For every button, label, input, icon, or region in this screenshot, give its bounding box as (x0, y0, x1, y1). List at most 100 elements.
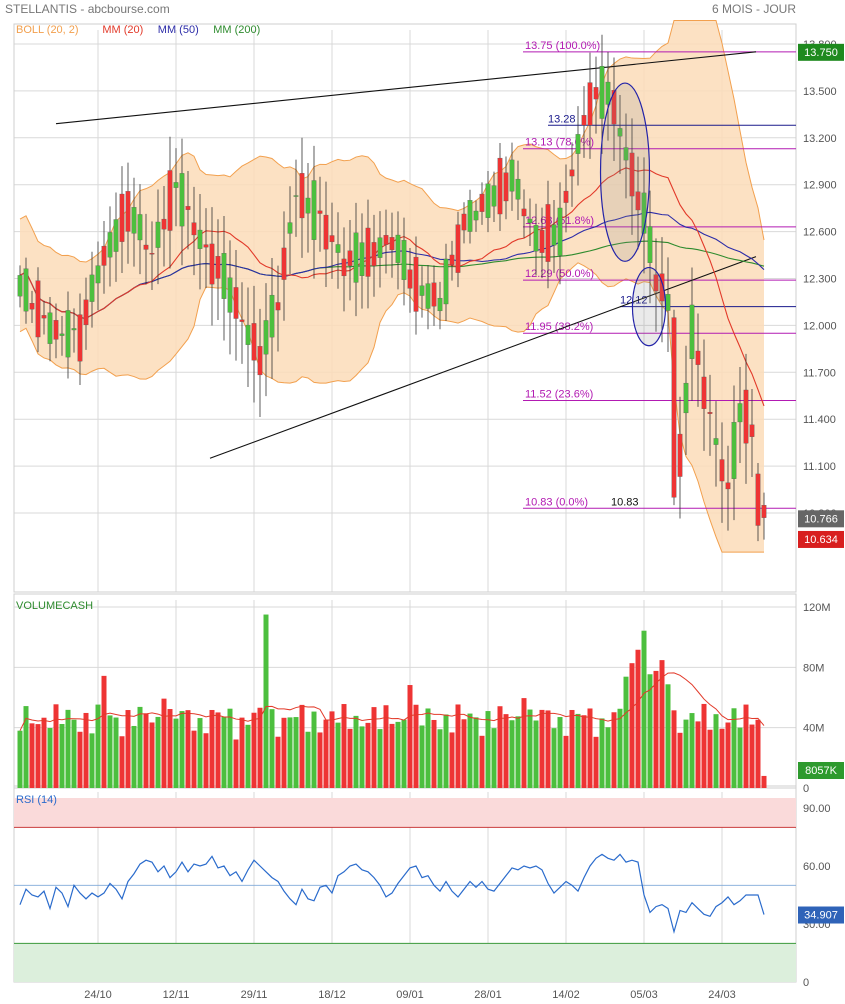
candle (719, 459, 725, 482)
legend: BOLL (20, 2) MM (20) MM (50) MM (200) (16, 24, 260, 36)
volume-bar (65, 709, 71, 788)
candle (581, 115, 587, 126)
volume-bar (719, 728, 725, 788)
candle (395, 234, 401, 263)
volume-bar (281, 717, 287, 788)
candle (47, 312, 53, 344)
price-panel: 13.75 (100.0%)13.13 (78.6%)12.63 (61.8%)… (17, 20, 796, 553)
support-label: 13.28 (548, 113, 576, 125)
candle (95, 265, 101, 284)
volume-bar (713, 714, 719, 788)
candle (341, 258, 347, 277)
volume-bar (563, 735, 569, 788)
candle (407, 269, 413, 289)
volume-bar (245, 724, 251, 788)
candle (275, 302, 281, 311)
candle (647, 226, 653, 263)
candle (701, 376, 707, 409)
volume-bar (455, 704, 461, 788)
price-tick-label: 12.900 (803, 180, 837, 192)
volume-panel: VOLUMECASH (16, 600, 767, 788)
rsi-tick-label: 90.00 (803, 803, 831, 815)
candle (731, 422, 737, 479)
candle (191, 222, 197, 236)
candle (617, 128, 623, 137)
candle (419, 285, 425, 296)
volume-bar (599, 718, 605, 788)
candle (65, 310, 71, 358)
candle (83, 299, 89, 326)
volume-bar (365, 722, 371, 788)
candle (629, 152, 635, 197)
candle (263, 320, 269, 355)
volume-bar (383, 705, 389, 788)
price-badge (798, 510, 844, 528)
candle (137, 214, 143, 241)
volume-bar (275, 736, 281, 788)
volume-bar (371, 707, 377, 788)
candle (569, 169, 575, 177)
volume-bar (95, 704, 101, 788)
volume-bar (665, 684, 671, 788)
candle (245, 324, 251, 345)
candle (425, 283, 431, 309)
panel-frame (13, 23, 797, 593)
candle (239, 319, 245, 322)
candle (725, 482, 731, 490)
volume-bar (461, 719, 467, 788)
volume-bar (521, 698, 527, 788)
date-tick-label: 12/11 (163, 989, 190, 1001)
volume-bar (743, 704, 749, 788)
volume-bar (89, 733, 95, 788)
volume-bar (737, 727, 743, 788)
volume-bar (299, 704, 305, 788)
volume-bar (17, 730, 23, 788)
candle (599, 65, 605, 119)
candle (551, 224, 557, 246)
volume-bar (731, 708, 737, 788)
candle (155, 221, 161, 248)
candle (317, 210, 323, 214)
volume-bar (593, 736, 599, 788)
rsi-panel: RSI (14) (14, 794, 796, 982)
volume-bar (305, 731, 311, 788)
volume-bar (125, 710, 131, 788)
candle (347, 250, 353, 266)
candle (623, 147, 629, 161)
volume-bar (761, 775, 767, 788)
candle (683, 382, 689, 414)
date-tick-label: 29/11 (241, 989, 268, 1001)
volume-bar (341, 704, 347, 788)
candle (539, 230, 545, 253)
volume-bar (503, 714, 509, 788)
volume-bar (479, 735, 485, 788)
volume-bar (431, 719, 437, 788)
volume-bar (59, 724, 65, 788)
candle (557, 207, 563, 256)
date-tick-label: 05/03 (630, 989, 658, 1001)
volume-bar (647, 674, 653, 788)
candle (371, 242, 377, 267)
candle (89, 274, 95, 302)
volume-bar (323, 719, 329, 788)
price-tick-label: 12.000 (803, 320, 837, 332)
volume-bar (269, 709, 275, 788)
candle (335, 244, 341, 253)
volume-bar (149, 722, 155, 788)
candle (197, 229, 203, 249)
candle (77, 314, 83, 362)
volume-tick-label: 120M (803, 602, 831, 614)
candle (497, 157, 503, 215)
candle (221, 253, 227, 299)
volume-bar (329, 711, 335, 788)
price-tick-label: 13.200 (803, 133, 837, 145)
candle (29, 303, 35, 310)
volume-bar (491, 728, 497, 788)
date-tick-label: 09/01 (396, 989, 424, 1001)
price-badge-label: 13.750 (804, 47, 838, 59)
candle (149, 253, 155, 255)
volume-bar (35, 724, 41, 788)
legend-item: MM (20) (102, 24, 143, 36)
candle (521, 208, 527, 217)
